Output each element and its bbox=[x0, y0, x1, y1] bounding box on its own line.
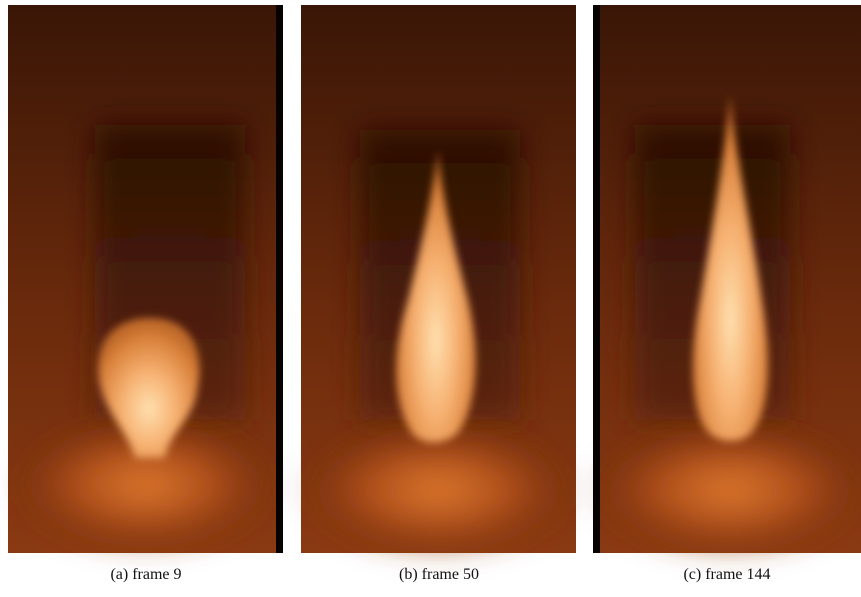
caption: (c) frame 144 bbox=[593, 566, 861, 584]
panel-a bbox=[8, 5, 283, 553]
panel-b bbox=[301, 5, 576, 555]
page: (a) frame 9 (b) frame 50 (c) frame 144 (… bbox=[0, 0, 861, 597]
caption: (a) frame 9 bbox=[8, 566, 284, 584]
figure bbox=[0, 0, 861, 597]
caption: (b) frame 50 bbox=[301, 566, 577, 584]
panel-c bbox=[593, 5, 861, 555]
